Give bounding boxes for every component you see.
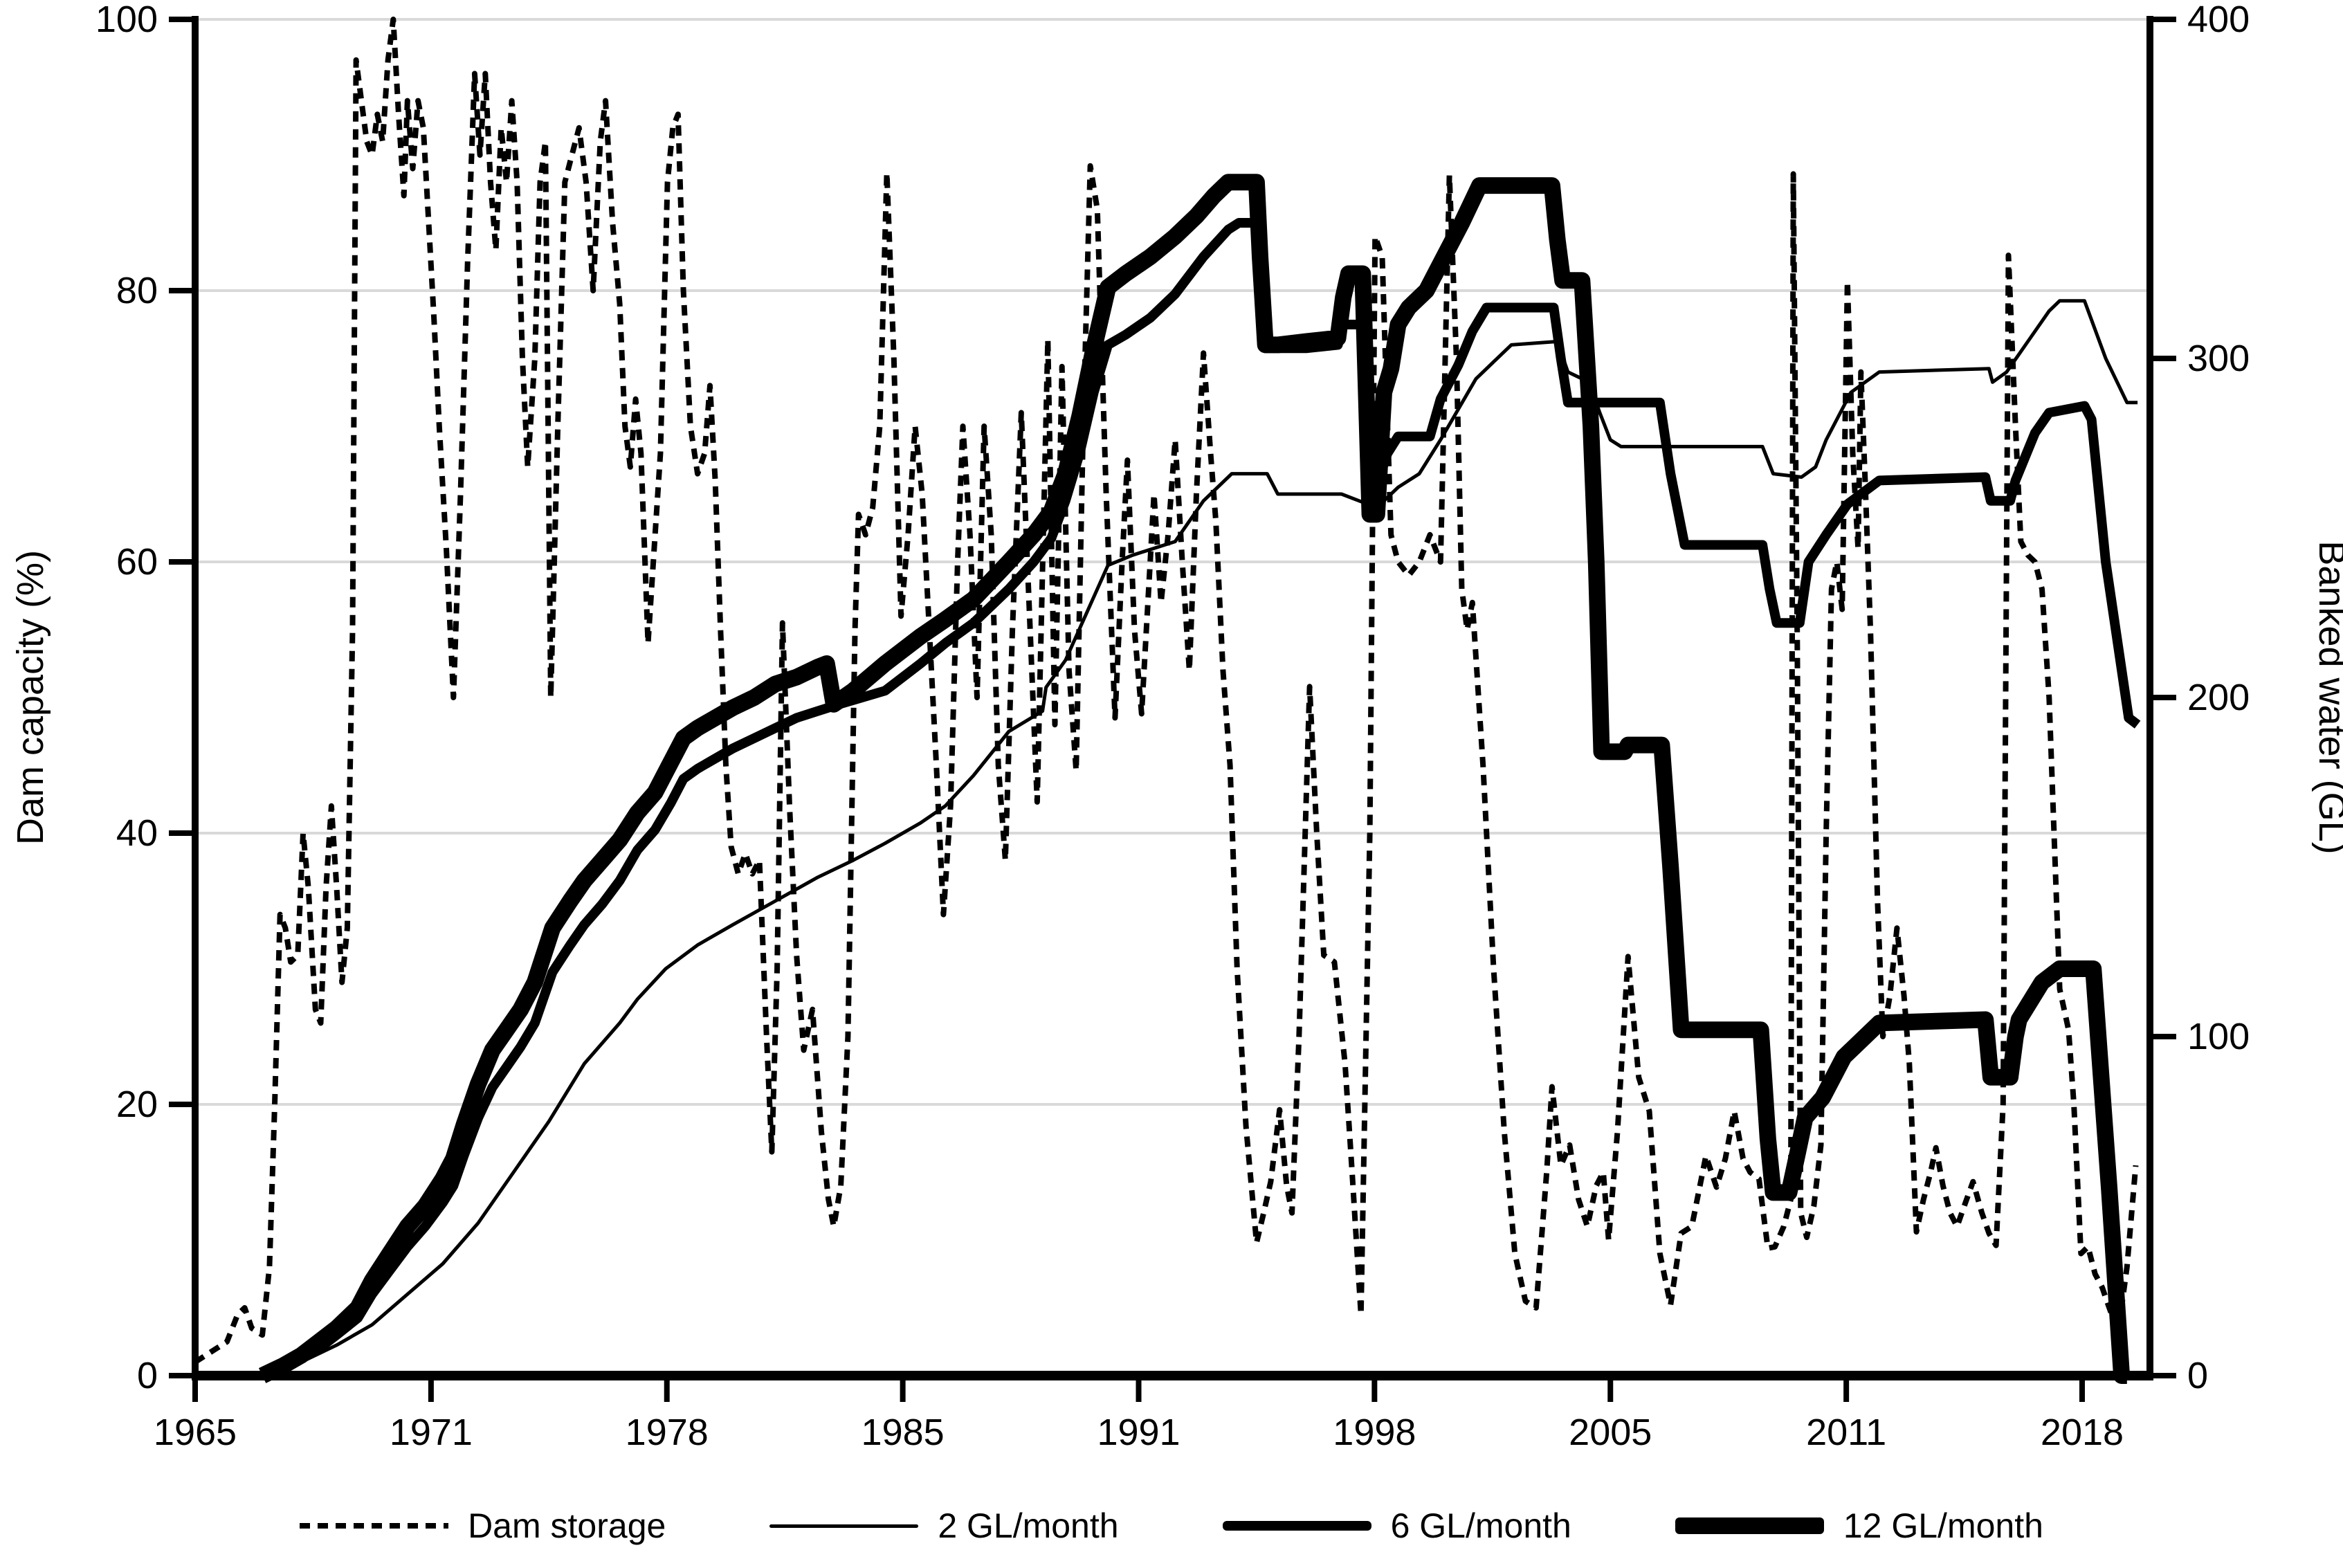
x-tick-label-1985: 1985 [861,1412,945,1453]
legend-item-dam-storage: Dam storage [300,1506,666,1546]
legend-item-2-gl-month: 2 GL/month [769,1506,1119,1546]
y-left-tick-label-20: 20 [116,1084,158,1125]
chart-legend: Dam storage 2 GL/month 6 GL/month 12 GL/mon… [0,1488,2343,1564]
y-left-tick-label-60: 60 [116,541,158,583]
y-left-tick-label-40: 40 [116,812,158,854]
legend-item-12-gl-month: 12 GL/month [1675,1506,2043,1546]
y-right-tick-label-0: 0 [2187,1355,2208,1396]
x-tick-label-1998: 1998 [1333,1412,1416,1453]
y-left-tick-label-0: 0 [137,1355,158,1396]
y-axis-title-right: Banked water (GL) [2311,540,2343,854]
series-line-2-gl-month [262,299,2138,1378]
legend-swatch-dam-storage [300,1523,449,1529]
legend-label-dam-storage: Dam storage [468,1506,666,1545]
series-line-12-gl-month [258,174,2131,1384]
y-right-tick-label-200: 200 [2187,677,2250,718]
legend-swatch-6-gl-month [1222,1521,1371,1531]
series-line-dam-storage [193,17,2139,1365]
series-line-6-gl-month [260,218,2141,1380]
series-lines [193,17,2141,1384]
y-axis-title-left: Dam capacity (%) [10,550,51,845]
legend-item-6-gl-month: 6 GL/month [1222,1506,1571,1546]
axis-tick-labels: 0 20 40 60 80 100 0 100 200 300 400 1965 1971 1978 198… [95,0,2250,1453]
legend-swatch-2-gl-month [769,1524,919,1528]
legend-swatch-12-gl-month [1675,1517,1824,1534]
x-tick-label-2011: 2011 [1806,1412,1886,1453]
y-right-tick-label-100: 100 [2187,1016,2250,1057]
x-tick-label-1978: 1978 [626,1412,709,1453]
legend-label-12-gl-month: 12 GL/month [1843,1506,2043,1545]
legend-label-6-gl-month: 6 GL/month [1390,1506,1571,1545]
x-tick-label-1965: 1965 [154,1412,237,1453]
axes [169,16,2176,1402]
legend-label-2-gl-month: 2 GL/month [938,1506,1119,1545]
y-left-tick-label-80: 80 [116,270,158,311]
x-tick-label-2005: 2005 [1569,1412,1652,1453]
x-tick-label-1971: 1971 [390,1412,473,1453]
y-right-tick-label-300: 300 [2187,338,2250,379]
y-right-tick-label-400: 400 [2187,0,2250,40]
y-left-tick-label-100: 100 [95,0,158,40]
x-tick-label-1991: 1991 [1097,1412,1180,1453]
x-tick-label-2018: 2018 [2041,1412,2124,1453]
